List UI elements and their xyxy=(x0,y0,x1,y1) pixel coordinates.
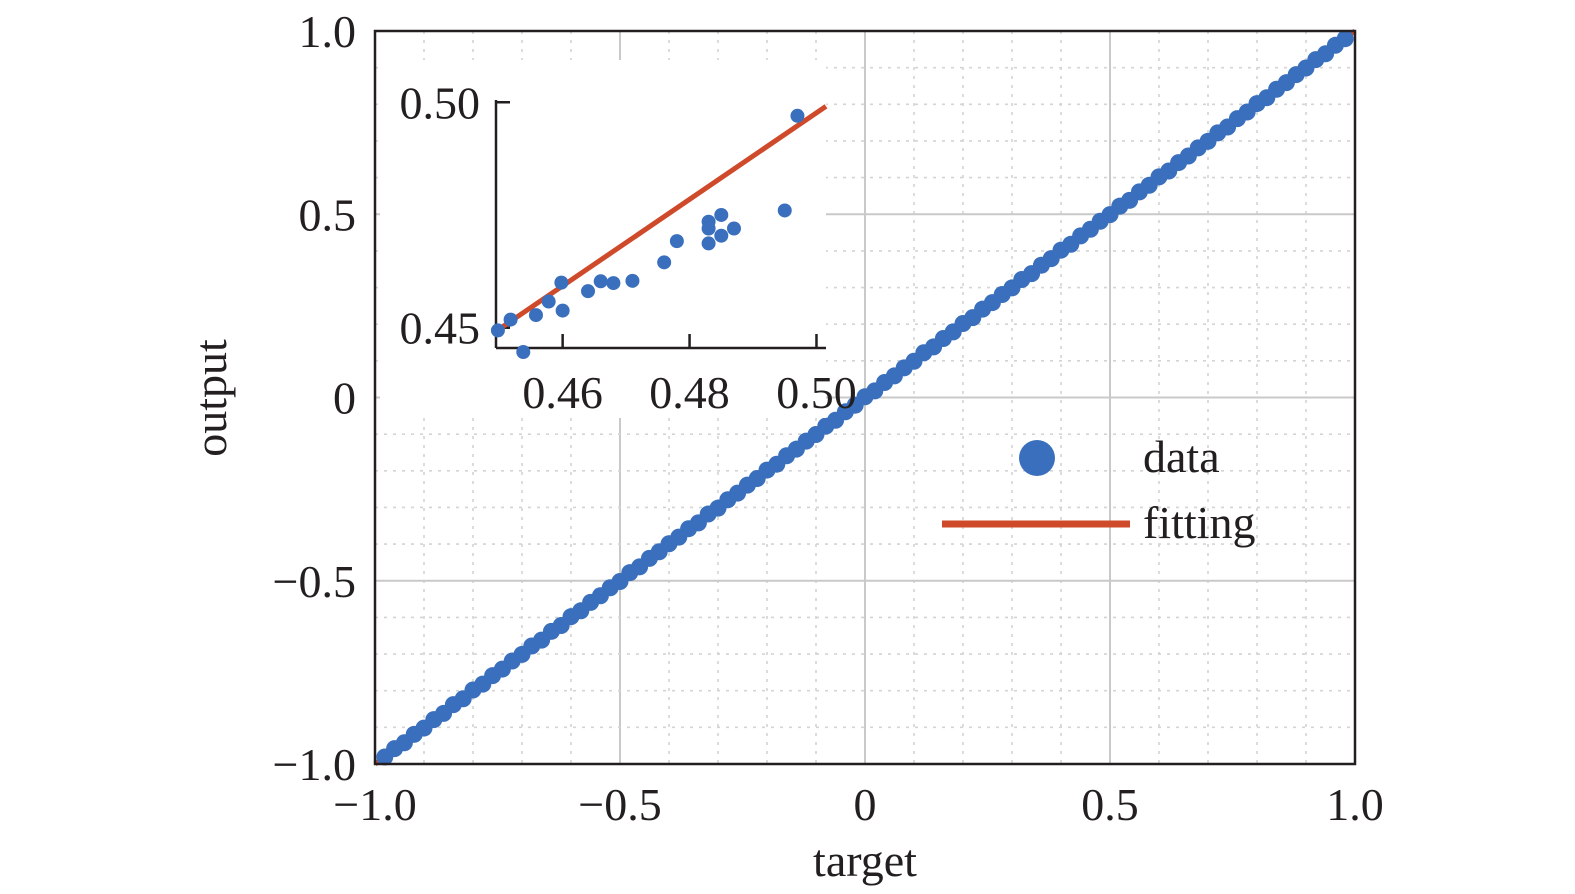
inset-data-point xyxy=(790,108,805,123)
data-point xyxy=(1336,30,1354,48)
x-tick-label: −0.5 xyxy=(578,779,661,830)
main-data-points xyxy=(376,30,1354,766)
inset-data-point xyxy=(726,221,741,236)
y-axis-label: output xyxy=(185,339,236,457)
inset-data-point xyxy=(606,276,621,291)
inset-data-point xyxy=(625,273,640,288)
inset-data-point xyxy=(714,207,729,222)
legend-label-data: data xyxy=(1143,431,1220,482)
legend-label-fitting: fitting xyxy=(1143,497,1255,548)
inset-data-point xyxy=(528,308,543,323)
inset-data-point xyxy=(593,274,608,289)
x-tick-label: 0 xyxy=(854,779,877,830)
y-tick-labels: −1.0 −0.5 0 0.5 1.0 xyxy=(273,6,356,790)
inset-data-point xyxy=(701,221,716,236)
y-tick-label: 0 xyxy=(333,373,356,424)
inset-background xyxy=(380,60,826,418)
y-tick-label: −1.0 xyxy=(273,739,356,790)
legend: data fitting xyxy=(942,431,1255,548)
inset-data-point xyxy=(701,236,716,251)
inset-axes xyxy=(494,100,826,350)
y-tick-label: −0.5 xyxy=(273,556,356,607)
inset-data-point xyxy=(541,294,556,309)
inset-data-points xyxy=(490,108,805,360)
inset-data-point xyxy=(554,275,569,290)
inset-data-point xyxy=(516,345,531,360)
inset-data-point xyxy=(669,234,684,249)
inset-data-point xyxy=(657,255,672,270)
x-tick-label: −1.0 xyxy=(333,779,416,830)
x-tick-label: 1.0 xyxy=(1326,779,1384,830)
x-axis-label: target xyxy=(813,835,917,886)
inset-fit-line xyxy=(494,104,828,334)
y-tick-label: 1.0 xyxy=(299,6,357,57)
x-tick-label: 0.5 xyxy=(1081,779,1139,830)
inset-y-tick-label: 0.50 xyxy=(400,77,481,128)
inset-x-tick-label: 0.48 xyxy=(649,367,730,418)
plot-frame xyxy=(373,29,1357,766)
inset-data-point xyxy=(714,228,729,243)
x-tick-labels: −1.0 −0.5 0 0.5 1.0 xyxy=(333,779,1383,830)
inset-data-point xyxy=(503,312,518,327)
inset-x-tick-label: 0.46 xyxy=(522,367,603,418)
y-tick-label: 0.5 xyxy=(299,189,357,240)
legend-marker-data xyxy=(1019,440,1055,476)
inset-data-point xyxy=(555,303,570,318)
inset-data-point xyxy=(581,284,596,299)
inset-data-point xyxy=(490,323,505,338)
inset-fit-line xyxy=(494,104,828,334)
inset-chart: 0.46 0.48 0.50 0.45 0.50 xyxy=(380,60,857,418)
inset-x-tick-label: 0.50 xyxy=(776,367,857,418)
inset-y-tick-label: 0.45 xyxy=(400,303,481,354)
inset-tick-labels: 0.46 0.48 0.50 0.45 0.50 xyxy=(400,77,857,418)
inset-data-point xyxy=(777,203,792,218)
